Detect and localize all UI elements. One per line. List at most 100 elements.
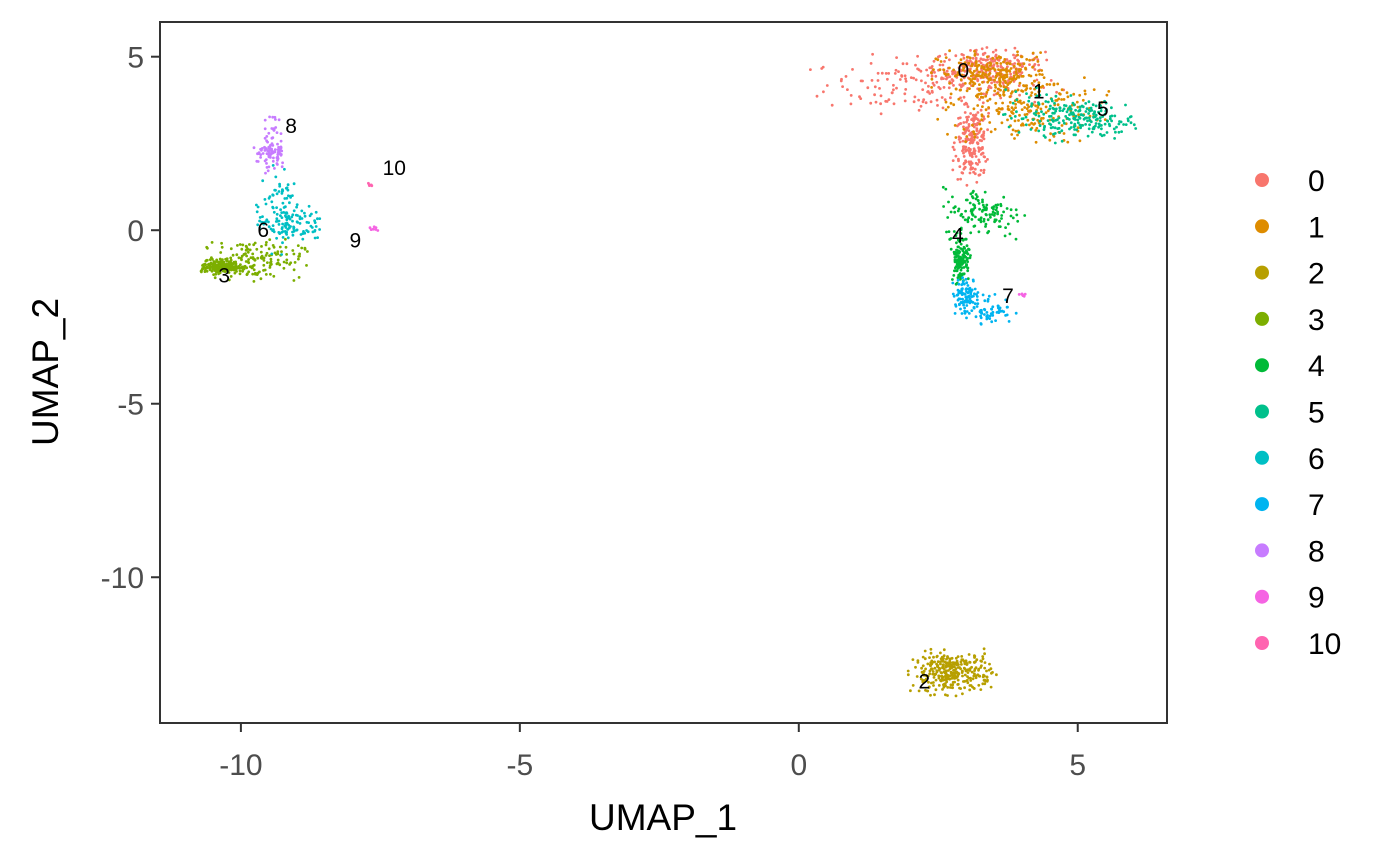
point-cluster-7 bbox=[993, 293, 997, 296]
point-cluster-8 bbox=[278, 148, 282, 152]
point-cluster-1 bbox=[999, 62, 1003, 65]
point-cluster-0 bbox=[994, 48, 998, 52]
point-cluster-4 bbox=[954, 265, 958, 268]
point-cluster-5 bbox=[1060, 129, 1064, 133]
point-cluster-1 bbox=[973, 132, 976, 136]
point-cluster-4 bbox=[941, 185, 945, 189]
point-cluster-1 bbox=[985, 68, 988, 72]
point-cluster-0 bbox=[820, 67, 824, 70]
point-cluster-2 bbox=[965, 679, 969, 682]
point-cluster-1 bbox=[1052, 83, 1056, 87]
point-cluster-1 bbox=[1006, 118, 1009, 122]
point-cluster-5 bbox=[1068, 127, 1071, 131]
legend-item-7: 7 bbox=[1255, 489, 1325, 522]
legend-key bbox=[1255, 589, 1269, 604]
point-cluster-5 bbox=[1103, 122, 1107, 126]
point-cluster-4 bbox=[998, 225, 1002, 229]
point-cluster-1 bbox=[1036, 106, 1040, 109]
point-cluster-1 bbox=[1041, 84, 1045, 88]
point-cluster-4 bbox=[984, 222, 988, 226]
point-cluster-3 bbox=[276, 250, 280, 254]
point-cluster-1 bbox=[1039, 51, 1042, 54]
point-cluster-5 bbox=[1073, 128, 1076, 131]
series-8 bbox=[252, 115, 284, 175]
point-cluster-7 bbox=[981, 293, 985, 297]
point-cluster-2 bbox=[928, 669, 932, 673]
point-cluster-2 bbox=[956, 655, 960, 658]
plot-background bbox=[160, 22, 1167, 723]
point-cluster-1 bbox=[1015, 73, 1018, 76]
point-cluster-2 bbox=[934, 678, 938, 682]
point-cluster-6 bbox=[279, 214, 282, 218]
point-cluster-5 bbox=[1038, 124, 1042, 127]
point-cluster-3 bbox=[205, 258, 209, 262]
point-cluster-1 bbox=[977, 63, 981, 67]
point-cluster-4 bbox=[953, 269, 956, 273]
point-cluster-7 bbox=[971, 278, 975, 282]
point-cluster-0 bbox=[916, 54, 919, 58]
point-cluster-1 bbox=[986, 99, 989, 103]
point-cluster-7 bbox=[979, 322, 983, 326]
point-cluster-4 bbox=[977, 202, 981, 205]
point-cluster-6 bbox=[271, 206, 275, 210]
point-cluster-4 bbox=[961, 238, 965, 241]
point-cluster-4 bbox=[986, 231, 989, 235]
legend-key bbox=[1255, 265, 1269, 280]
point-cluster-0 bbox=[951, 145, 955, 149]
point-cluster-0 bbox=[965, 59, 969, 62]
point-cluster-2 bbox=[963, 662, 967, 666]
point-cluster-10 bbox=[368, 184, 371, 188]
point-cluster-3 bbox=[214, 272, 218, 276]
point-cluster-8 bbox=[268, 145, 272, 149]
point-cluster-0 bbox=[938, 54, 942, 58]
point-cluster-8 bbox=[279, 139, 283, 143]
point-cluster-2 bbox=[923, 657, 927, 661]
point-cluster-4 bbox=[968, 201, 972, 205]
point-cluster-7 bbox=[969, 291, 972, 295]
point-cluster-3 bbox=[248, 248, 252, 252]
point-cluster-5 bbox=[1040, 110, 1043, 114]
legend-label: 8 bbox=[1308, 535, 1325, 568]
point-cluster-0 bbox=[930, 74, 934, 78]
point-cluster-1 bbox=[1044, 111, 1048, 114]
point-cluster-1 bbox=[985, 91, 989, 94]
point-cluster-0 bbox=[973, 172, 977, 176]
point-cluster-2 bbox=[961, 658, 965, 662]
point-cluster-5 bbox=[1118, 120, 1121, 123]
point-cluster-0 bbox=[960, 171, 964, 175]
point-cluster-5 bbox=[1046, 100, 1050, 104]
point-cluster-1 bbox=[930, 77, 934, 81]
point-cluster-3 bbox=[268, 266, 272, 269]
point-cluster-7 bbox=[1004, 298, 1008, 302]
point-cluster-6 bbox=[303, 214, 307, 218]
point-cluster-5 bbox=[1037, 114, 1041, 118]
point-cluster-3 bbox=[259, 277, 263, 281]
point-cluster-1 bbox=[1075, 100, 1079, 104]
point-cluster-1 bbox=[1066, 140, 1070, 144]
point-cluster-0 bbox=[936, 104, 939, 107]
point-cluster-0 bbox=[967, 146, 971, 150]
point-cluster-1 bbox=[999, 69, 1003, 72]
point-cluster-0 bbox=[917, 108, 921, 112]
point-cluster-4 bbox=[966, 218, 970, 222]
point-cluster-4 bbox=[984, 206, 988, 210]
point-cluster-1 bbox=[1039, 107, 1043, 111]
point-cluster-0 bbox=[993, 59, 996, 63]
point-cluster-1 bbox=[993, 78, 996, 82]
point-cluster-7 bbox=[986, 316, 989, 320]
point-cluster-1 bbox=[1020, 108, 1024, 111]
point-cluster-2 bbox=[926, 662, 930, 666]
point-cluster-5 bbox=[1057, 126, 1061, 130]
point-cluster-7 bbox=[998, 308, 1001, 312]
point-cluster-1 bbox=[1005, 75, 1009, 79]
point-cluster-6 bbox=[300, 209, 304, 213]
point-cluster-6 bbox=[310, 226, 314, 229]
point-cluster-2 bbox=[939, 678, 942, 682]
point-cluster-2 bbox=[942, 682, 946, 686]
point-cluster-1 bbox=[1025, 112, 1029, 116]
x-tick-label: 5 bbox=[1069, 749, 1086, 782]
point-cluster-0 bbox=[919, 104, 923, 108]
point-cluster-2 bbox=[950, 656, 954, 660]
point-cluster-5 bbox=[1120, 130, 1123, 134]
point-cluster-4 bbox=[947, 230, 951, 234]
